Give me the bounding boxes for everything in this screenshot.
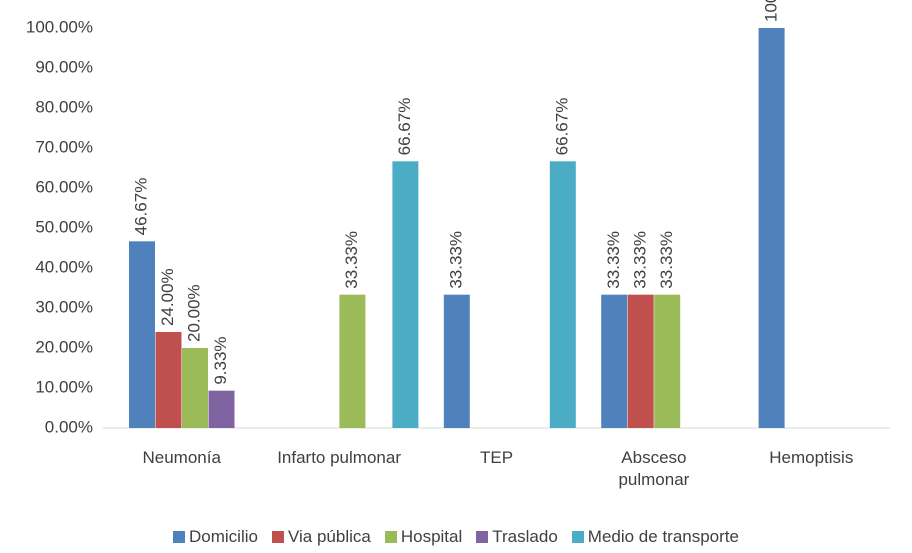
legend-swatch: [271, 531, 284, 543]
y-tick-label: 90.00%: [35, 57, 93, 76]
data-label: 33.33%: [604, 231, 623, 289]
y-tick-label: 100.00%: [26, 17, 93, 36]
bar: [392, 161, 419, 428]
x-tick-label: Neumonía: [142, 448, 221, 467]
legend-label: Traslado: [492, 527, 558, 546]
data-label: 46.67%: [132, 178, 151, 236]
bar: [129, 241, 155, 428]
bar: [627, 294, 654, 428]
bar: [182, 348, 208, 428]
y-tick-label: 10.00%: [35, 377, 93, 396]
legend-label: Via pública: [287, 527, 371, 546]
y-tick-label: 70.00%: [35, 137, 93, 156]
data-label: 33.33%: [447, 231, 466, 289]
legend-swatch: [384, 531, 397, 543]
data-label: 33.33%: [342, 231, 361, 289]
data-label: 66.67%: [553, 98, 572, 156]
x-tick-label: Absceso pulmonar: [618, 448, 690, 489]
legend: Domicilio Via pública Hospital Traslado Medi…: [0, 527, 912, 547]
data-label: 33.33%: [630, 231, 649, 289]
y-tick-label: 50.00%: [35, 217, 93, 236]
x-tick-label: Hemoptisis: [769, 448, 854, 467]
legend-swatch: [571, 531, 584, 543]
data-label: 20.00%: [185, 284, 204, 342]
y-tick-label: 0.00%: [45, 417, 93, 436]
bar: [208, 390, 235, 428]
legend-item: Domicilio: [173, 527, 258, 547]
bar: [654, 294, 681, 428]
bar: [758, 28, 785, 428]
data-label: 66.67%: [395, 98, 414, 156]
bar: [339, 294, 366, 428]
legend-swatch: [476, 531, 489, 543]
bar: [443, 294, 470, 428]
data-label: 100.00%: [761, 0, 780, 22]
legend-label: Domicilio: [189, 527, 258, 546]
legend-item: Traslado: [476, 527, 558, 547]
y-tick-label: 20.00%: [35, 337, 93, 356]
x-tick-label: TEP: [479, 448, 514, 467]
legend-label: Medio de transporte: [587, 527, 739, 546]
y-tick-label: 30.00%: [35, 297, 93, 316]
y-tick-label: 40.00%: [35, 257, 93, 276]
data-label: 33.33%: [657, 231, 676, 289]
legend-item: Medio de transporte: [571, 527, 739, 547]
legend-label: Hospital: [400, 527, 463, 546]
bar: [155, 332, 182, 428]
y-tick-label: 80.00%: [35, 97, 93, 116]
legend-item: Hospital: [384, 527, 463, 547]
bar: [601, 294, 628, 428]
legend-swatch: [173, 531, 186, 543]
bar: [549, 161, 576, 428]
legend-item: Via pública: [271, 527, 371, 547]
data-label: 24.00%: [158, 268, 177, 326]
data-label: 9.33%: [211, 336, 230, 384]
x-tick-label: Infarto pulmonar: [277, 448, 401, 467]
y-tick-label: 60.00%: [35, 177, 93, 196]
